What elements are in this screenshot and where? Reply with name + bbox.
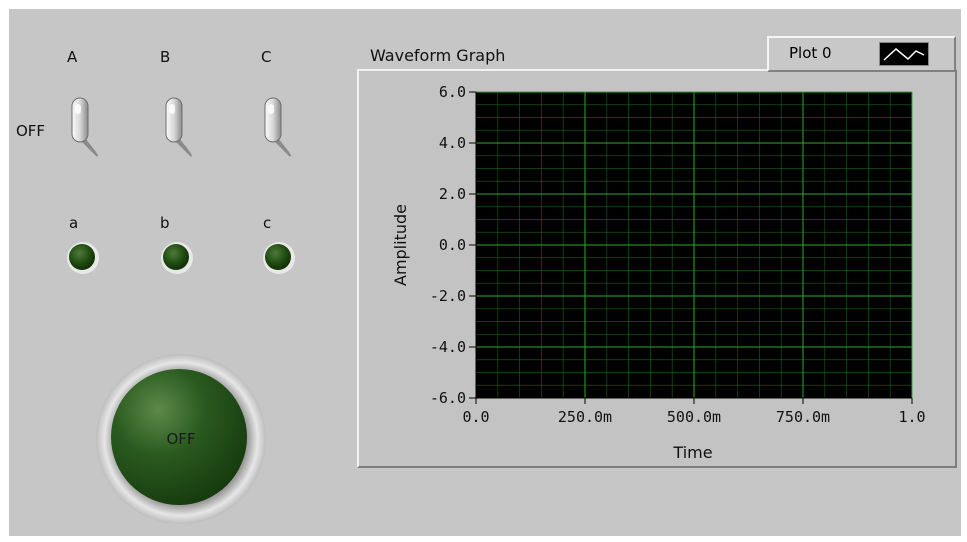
toggle-switch-b[interactable] xyxy=(160,94,200,160)
y-tick-label: -6.0 xyxy=(430,389,466,407)
toggle-switch-c[interactable] xyxy=(259,94,299,160)
legend-plot-name: Plot 0 xyxy=(789,44,832,62)
x-tick-label: 1.0 xyxy=(898,408,925,426)
y-tick-label: 2.0 xyxy=(439,185,466,203)
switch-a-label: A xyxy=(67,48,78,66)
line-style-icon xyxy=(883,48,925,61)
toggle-switch-icon xyxy=(264,97,291,157)
switch-c-label: C xyxy=(261,48,272,66)
power-button-label: OFF xyxy=(166,430,196,448)
toggle-switch-icon xyxy=(165,97,192,157)
x-tick-label: 750.0m xyxy=(776,408,830,426)
plot-legend[interactable]: Plot 0 xyxy=(767,36,956,72)
switch-off-label: OFF xyxy=(16,122,46,140)
y-axis-title: Amplitude xyxy=(391,204,410,286)
switch-b-label: B xyxy=(160,48,171,66)
x-tick-label: 0.0 xyxy=(462,408,489,426)
led-a-label: a xyxy=(69,214,79,232)
led-b-label: b xyxy=(160,214,170,232)
led-indicator-icon xyxy=(161,242,193,274)
x-axis-title: Time xyxy=(672,443,712,462)
led-b xyxy=(160,241,194,275)
round-button-icon xyxy=(96,354,266,524)
power-button[interactable]: OFF xyxy=(95,353,267,525)
led-indicator-icon xyxy=(67,242,99,274)
toggle-switch-icon xyxy=(71,97,98,157)
led-c xyxy=(262,241,296,275)
y-tick-label: 6.0 xyxy=(439,83,466,101)
y-tick-label: 4.0 xyxy=(439,134,466,152)
y-tick-label: -2.0 xyxy=(430,287,466,305)
y-tick-label: -4.0 xyxy=(430,338,466,356)
led-c-label: c xyxy=(263,214,272,232)
led-indicator-icon xyxy=(263,242,295,274)
graph-title: Waveform Graph xyxy=(370,46,506,65)
toggle-switch-a[interactable] xyxy=(66,94,106,160)
led-a xyxy=(66,241,100,275)
x-tick-label: 250.0m xyxy=(558,408,612,426)
y-tick-label: 0.0 xyxy=(439,236,466,254)
x-tick-label: 500.0m xyxy=(667,408,721,426)
legend-line-swatch[interactable] xyxy=(879,42,929,66)
